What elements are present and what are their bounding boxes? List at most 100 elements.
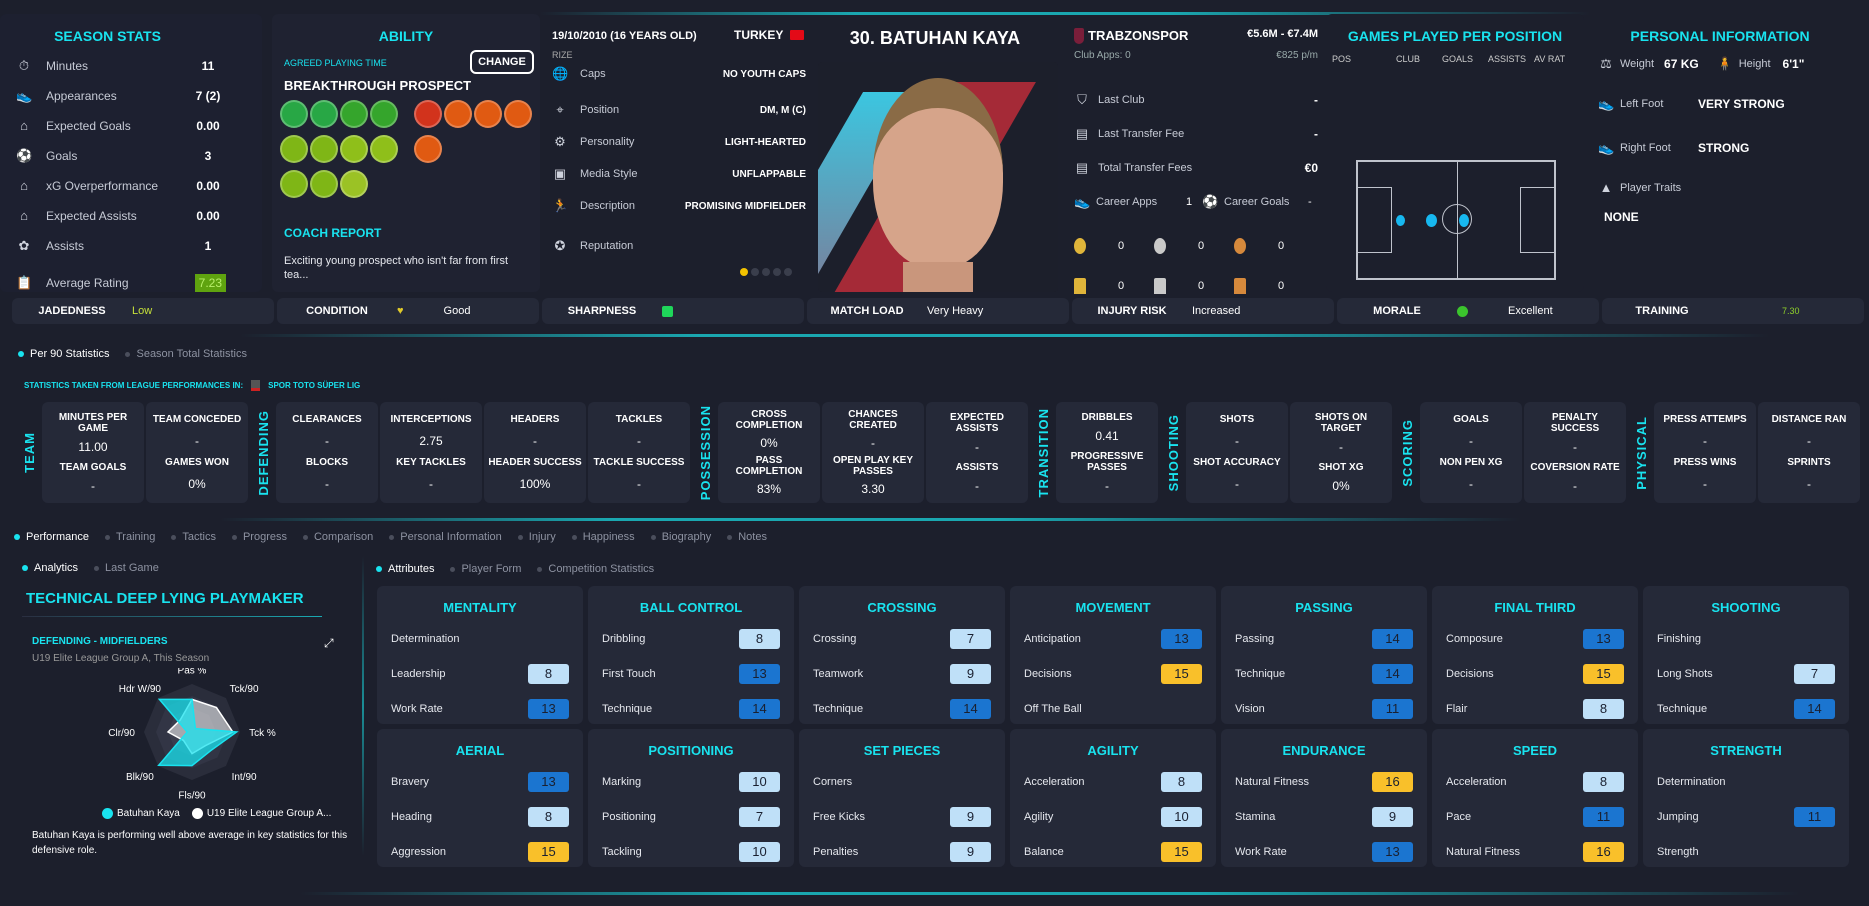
- attribute-row[interactable]: Determination: [377, 621, 583, 656]
- tab-happiness[interactable]: Happiness: [571, 531, 635, 543]
- attribute-row[interactable]: Technique 14: [588, 691, 794, 726]
- attribute-row[interactable]: Marking 10: [588, 764, 794, 799]
- attribute-row[interactable]: Natural Fitness 16: [1432, 834, 1638, 869]
- attribute-row[interactable]: Technique 14: [799, 691, 1005, 726]
- attribute-row[interactable]: Balance 15: [1010, 834, 1216, 869]
- positive-trait-icon[interactable]: [280, 135, 308, 163]
- status-match-load[interactable]: MATCH LOAD Very Heavy: [807, 298, 1069, 324]
- change-button[interactable]: CHANGE: [470, 50, 534, 74]
- attribute-row[interactable]: Flair 8: [1432, 691, 1638, 726]
- attribute-row[interactable]: Decisions 15: [1010, 656, 1216, 691]
- position-marker[interactable]: [1459, 214, 1469, 227]
- attribute-row[interactable]: Crossing 7: [799, 621, 1005, 656]
- attribute-row[interactable]: Tackling 10: [588, 834, 794, 869]
- attribute-row[interactable]: Composure 13: [1432, 621, 1638, 656]
- attribute-row[interactable]: Corners: [799, 764, 1005, 799]
- positive-trait-icon[interactable]: [280, 100, 308, 128]
- attribute-row[interactable]: Leadership 8: [377, 656, 583, 691]
- attribute-row[interactable]: Long Shots 7: [1643, 656, 1849, 691]
- attribute-row[interactable]: Pace 11: [1432, 799, 1638, 834]
- tab-attributes[interactable]: Attributes: [376, 563, 434, 575]
- positive-trait-icon[interactable]: [310, 135, 338, 163]
- position-column-header[interactable]: POS: [1332, 54, 1352, 64]
- position-column-header[interactable]: AV RAT: [1534, 54, 1566, 64]
- negative-trait-icon[interactable]: [444, 100, 472, 128]
- positive-trait-icon[interactable]: [310, 100, 338, 128]
- stat-tab[interactable]: Season Total Statistics: [125, 348, 247, 360]
- status-sharpness[interactable]: SHARPNESS: [542, 298, 804, 324]
- attribute-group-title: SPEED: [1512, 743, 1558, 758]
- tab-notes[interactable]: Notes: [727, 531, 767, 543]
- attribute-row[interactable]: Free Kicks 9: [799, 799, 1005, 834]
- positive-trait-icon[interactable]: [280, 170, 308, 198]
- tab-competition-statistics[interactable]: Competition Statistics: [537, 563, 654, 575]
- tab-tactics[interactable]: Tactics: [171, 531, 216, 543]
- attribute-row[interactable]: Stamina 9: [1221, 799, 1427, 834]
- position-marker[interactable]: [1426, 214, 1437, 227]
- attribute-row[interactable]: Anticipation 13: [1010, 621, 1216, 656]
- attribute-row[interactable]: Acceleration 8: [1010, 764, 1216, 799]
- status-condition[interactable]: CONDITION ♥ Good: [277, 298, 539, 324]
- attribute-row[interactable]: First Touch 13: [588, 656, 794, 691]
- status-jadedness[interactable]: JADEDNESS Low: [12, 298, 274, 324]
- tab-comparison[interactable]: Comparison: [302, 531, 373, 543]
- coach-report-text[interactable]: Exciting young prospect who isn't far fr…: [284, 255, 509, 281]
- attribute-row[interactable]: Heading 8: [377, 799, 583, 834]
- attribute-row[interactable]: Dribbling 8: [588, 621, 794, 656]
- nationality[interactable]: TURKEY: [734, 28, 784, 42]
- tab-training[interactable]: Training: [104, 531, 155, 543]
- attribute-row[interactable]: Penalties 9: [799, 834, 1005, 869]
- attribute-row[interactable]: Decisions 15: [1432, 656, 1638, 691]
- attribute-row[interactable]: Jumping 11: [1643, 799, 1849, 834]
- stats-source-league[interactable]: SPOR TOTO SÜPER LIG: [268, 381, 361, 390]
- status-training[interactable]: TRAINING 7.30: [1602, 298, 1864, 324]
- attribute-row[interactable]: Technique 14: [1643, 691, 1849, 726]
- position-column-header[interactable]: CLUB: [1396, 54, 1421, 64]
- positive-trait-icon[interactable]: [370, 100, 398, 128]
- tab-biography[interactable]: Biography: [650, 531, 711, 543]
- tab-performance[interactable]: Performance: [14, 531, 89, 543]
- attribute-row[interactable]: Strength: [1643, 834, 1849, 869]
- position-column-header[interactable]: GOALS: [1442, 54, 1474, 64]
- attribute-row[interactable]: Vision 11: [1221, 691, 1427, 726]
- attribute-row[interactable]: Work Rate 13: [377, 691, 583, 726]
- stat-tab[interactable]: Per 90 Statistics: [18, 348, 109, 360]
- position-marker[interactable]: [1396, 215, 1405, 226]
- attribute-row[interactable]: Determination: [1643, 764, 1849, 799]
- info-row: ⌖ Position DM, M (C): [552, 102, 806, 118]
- attribute-row[interactable]: Technique 14: [1221, 656, 1427, 691]
- positive-trait-icon[interactable]: [310, 170, 338, 198]
- tab-analytics[interactable]: Analytics: [22, 562, 78, 574]
- attribute-row[interactable]: Agility 10: [1010, 799, 1216, 834]
- expand-icon[interactable]: ⤢: [324, 636, 334, 650]
- status-morale[interactable]: MORALE Excellent: [1337, 298, 1599, 324]
- position-column-header[interactable]: ASSISTS: [1488, 54, 1527, 64]
- season-stat-row: ⚽ Goals 3: [16, 148, 226, 164]
- negative-trait-icon[interactable]: [474, 100, 502, 128]
- negative-trait-icon[interactable]: [414, 135, 442, 163]
- tab-progress[interactable]: Progress: [231, 531, 287, 543]
- attribute-row[interactable]: Bravery 13: [377, 764, 583, 799]
- tab-personal-information[interactable]: Personal Information: [389, 531, 502, 543]
- attribute-row[interactable]: Acceleration 8: [1432, 764, 1638, 799]
- status-injury-risk[interactable]: INJURY RISK Increased: [1072, 298, 1334, 324]
- negative-trait-icon[interactable]: [504, 100, 532, 128]
- reputation-star: [740, 268, 748, 276]
- attribute-row[interactable]: Work Rate 13: [1221, 834, 1427, 869]
- attribute-row[interactable]: Natural Fitness 16: [1221, 764, 1427, 799]
- attribute-row[interactable]: Off The Ball: [1010, 691, 1216, 726]
- negative-trait-icon[interactable]: [414, 100, 442, 128]
- positive-trait-icon[interactable]: [340, 170, 368, 198]
- tab-last-game[interactable]: Last Game: [94, 562, 159, 574]
- attribute-row[interactable]: Finishing: [1643, 621, 1849, 656]
- tab-player-form[interactable]: Player Form: [450, 563, 521, 575]
- positive-trait-icon[interactable]: [370, 135, 398, 163]
- attribute-row[interactable]: Aggression 15: [377, 834, 583, 869]
- attribute-row[interactable]: Positioning 7: [588, 799, 794, 834]
- positive-trait-icon[interactable]: [340, 135, 368, 163]
- club-name[interactable]: TRABZONSPOR: [1088, 28, 1189, 43]
- attribute-row[interactable]: Teamwork 9: [799, 656, 1005, 691]
- positive-trait-icon[interactable]: [340, 100, 368, 128]
- tab-injury[interactable]: Injury: [517, 531, 556, 543]
- attribute-row[interactable]: Passing 14: [1221, 621, 1427, 656]
